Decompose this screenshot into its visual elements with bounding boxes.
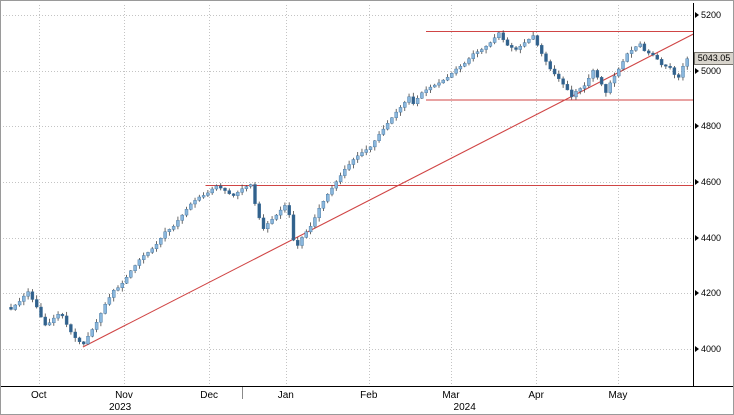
price-tick-value: 4200	[701, 288, 722, 299]
price-tick-value: 4000	[701, 343, 722, 354]
last-price-badge: 5043.05	[694, 52, 733, 66]
trendline[interactable]	[82, 33, 694, 348]
price-tick-arrow-icon	[695, 345, 699, 352]
price-tick-value: 4600	[701, 176, 722, 187]
price-tick-arrow-icon	[695, 12, 699, 18]
horizontal-level-lines[interactable]	[205, 31, 693, 186]
price-tick-value: 5200	[701, 10, 722, 20]
x-axis-month-label: Apr	[528, 390, 544, 401]
y-axis-label: 5000	[695, 65, 721, 77]
y-axis-label: 5200	[695, 9, 721, 21]
price-tick-arrow-icon	[695, 234, 699, 241]
candles	[9, 30, 689, 346]
x-axis-year-label: 2023	[109, 402, 132, 413]
y-axis-label: 4200	[695, 287, 721, 299]
y-axis-label: 4000	[695, 343, 721, 355]
x-axis-month-label: Dec	[200, 390, 219, 401]
y-axis-label: 4800	[695, 120, 721, 132]
x-axis-month-label: Nov	[115, 390, 133, 401]
x-axis-month-label: Mar	[442, 390, 460, 401]
horizontal-gridlines	[3, 15, 693, 350]
price-tick-value: 5000	[701, 65, 722, 76]
price-tick-arrow-icon	[695, 178, 699, 185]
price-tick-value: 4800	[701, 121, 722, 132]
x-axis-month-label: Feb	[360, 390, 378, 401]
y-axis-label: 4600	[695, 176, 721, 188]
price-tick-arrow-icon	[695, 290, 699, 297]
x-axis-month-label: Oct	[31, 390, 47, 401]
x-axis-year-label: 2024	[453, 402, 476, 413]
plot-frame	[1, 3, 733, 387]
price-tick-arrow-icon	[695, 67, 699, 74]
x-axis-month-label: May	[608, 390, 628, 401]
price-tick-value: 4400	[701, 232, 722, 243]
x-axis-month-label: Jan	[277, 390, 294, 401]
year-separator-tick	[242, 387, 244, 399]
y-axis-label: 4400	[695, 232, 721, 244]
price-tick-arrow-icon	[695, 123, 699, 130]
